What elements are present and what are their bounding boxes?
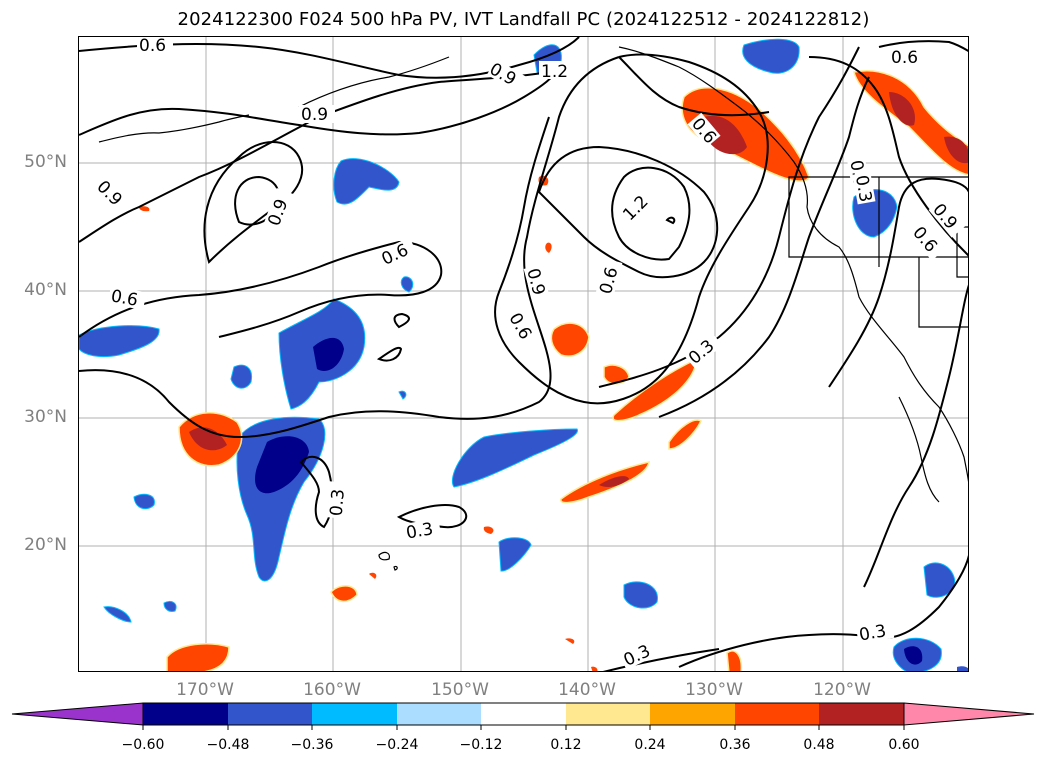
colorbar-bin <box>819 703 904 725</box>
contour-label: 0.3 <box>851 174 875 204</box>
colorbar-tick-label: 0.60 <box>888 737 920 753</box>
colorbar-bin <box>650 703 735 725</box>
colorbar-tick-label: −0.48 <box>206 737 250 753</box>
gridlines <box>79 37 968 671</box>
contour-label: 0.9 <box>522 266 548 297</box>
lat-label-50n: 50°N <box>24 152 67 172</box>
lat-label-40n: 40°N <box>24 280 67 300</box>
colorbar-tick-label: 0.12 <box>550 737 582 753</box>
contour-label: 1.2 <box>541 62 568 82</box>
colorbar-tick-label: 0.48 <box>803 737 835 753</box>
colorbar-tick-label: 0.24 <box>634 737 666 753</box>
lat-label-20n: 20°N <box>24 535 67 555</box>
contour-label: 0.6 <box>109 286 139 310</box>
colorbar-bin <box>481 703 566 725</box>
positive-anomaly-shading <box>139 70 968 671</box>
contour-label: 0.3 <box>327 488 349 517</box>
colorbar-tick-label: 0.36 <box>719 737 751 753</box>
map-title: 2024122300 F024 500 hPa PV, IVT Landfall… <box>177 9 870 30</box>
contour-label: 0.3 <box>858 621 888 645</box>
colorbar-bin <box>566 703 650 725</box>
colorbar-extend-min <box>11 702 144 726</box>
colorbar-extend-max <box>903 702 1035 726</box>
contour-label: 0.9 <box>301 105 328 125</box>
contour-label: 0.6 <box>891 48 918 68</box>
negative-anomaly-shading <box>79 38 968 671</box>
colorbar-bin <box>228 703 312 725</box>
colorbar-bin <box>397 703 481 725</box>
lon-label-120w: 120°W <box>813 680 871 700</box>
lat-label-30n: 30°N <box>24 407 67 427</box>
lon-label-170w: 170°W <box>176 680 234 700</box>
colorbar-bin <box>143 703 228 725</box>
lon-label-130w: 130°W <box>685 680 743 700</box>
colorbar-tick-marks <box>142 725 905 730</box>
colorbar-bin <box>312 703 397 725</box>
map-panel: 0.6 0.9 1.2 0.6 0.9 0.9 0.9 0.6 0.6 0.9 … <box>78 36 969 672</box>
coastlines <box>98 46 968 571</box>
contour-label: 0.6 <box>596 265 622 296</box>
contour-labels: 0.6 0.9 1.2 0.6 0.9 0.9 0.9 0.6 0.6 0.9 … <box>92 37 966 671</box>
lon-label-140w: 140°W <box>558 680 616 700</box>
lon-label-160w: 160°W <box>303 680 361 700</box>
pv-contours <box>79 37 968 671</box>
contour-label: 0.3 <box>405 519 435 543</box>
map-canvas: 0.6 0.9 1.2 0.6 0.9 0.9 0.9 0.6 0.6 0.9 … <box>79 37 968 671</box>
contour-label: 0.6 <box>139 37 166 56</box>
colorbar-tick-label: −0.12 <box>459 737 503 753</box>
colorbar-outline <box>142 702 905 726</box>
lon-label-150w: 150°W <box>431 680 489 700</box>
colorbar <box>11 702 1035 730</box>
colorbar-tick-label: −0.36 <box>290 737 334 753</box>
colorbar-tick-label: −0.24 <box>375 737 419 753</box>
colorbar-tick-label: −0.60 <box>121 737 165 753</box>
colorbar-bin <box>735 703 819 725</box>
